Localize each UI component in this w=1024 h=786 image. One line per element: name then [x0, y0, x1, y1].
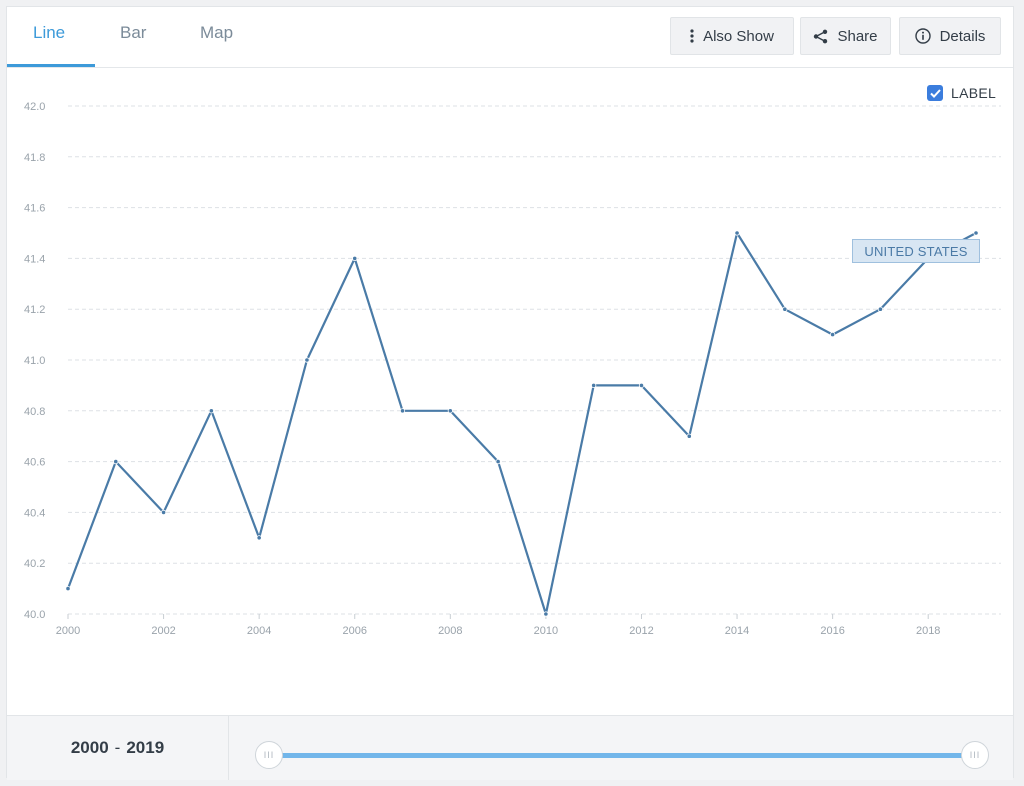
- data-point: [447, 408, 453, 414]
- x-tick-label: 2010: [534, 625, 558, 637]
- x-tick-label: 2008: [438, 625, 462, 637]
- range-separator: -: [114, 738, 121, 757]
- data-point: [686, 433, 692, 439]
- data-point: [399, 408, 406, 414]
- checkmark-icon: [929, 88, 941, 98]
- label-toggle[interactable]: LABEL: [927, 85, 996, 101]
- x-tick-label: 2004: [247, 625, 271, 637]
- y-tick-label: 40.8: [24, 406, 45, 418]
- y-tick-label: 41.6: [24, 203, 45, 215]
- y-tick-label: 41.0: [24, 355, 45, 367]
- grip-icon: III: [263, 750, 275, 760]
- data-point: [160, 509, 167, 515]
- data-point: [782, 306, 788, 312]
- range-start: 2000: [70, 738, 109, 757]
- range-end: 2019: [126, 738, 165, 757]
- data-point: [591, 382, 597, 388]
- data-point: [830, 331, 836, 338]
- series-label-united-states: UNITED STATES: [852, 239, 980, 263]
- data-point: [65, 585, 71, 592]
- range-end-handle[interactable]: III: [961, 741, 989, 769]
- data-point: [256, 535, 262, 541]
- data-point: [877, 306, 884, 312]
- x-tick-label: 2006: [342, 625, 366, 637]
- also-show-label: Also Show: [703, 27, 774, 45]
- y-tick-label: 42.0: [24, 101, 45, 113]
- y-tick-label: 40.0: [24, 609, 45, 621]
- share-button[interactable]: Share: [800, 17, 891, 55]
- x-tick-label: 2016: [820, 625, 844, 637]
- active-tab-indicator: [7, 64, 95, 67]
- data-point: [973, 230, 979, 236]
- data-point: [543, 611, 549, 617]
- x-tick-label: 2002: [151, 625, 175, 637]
- x-tick-label: 2018: [916, 625, 940, 637]
- chart-panel: Line Bar Map Also Show Share Details: [6, 6, 1014, 780]
- chart-tabs: Line Bar Map Also Show Share Details: [7, 7, 1013, 68]
- x-tick-label: 2000: [56, 625, 80, 637]
- also-show-button[interactable]: Also Show: [670, 17, 794, 55]
- grip-icon: III: [969, 750, 981, 760]
- y-tick-label: 41.4: [24, 253, 45, 265]
- label-checkbox[interactable]: [927, 85, 943, 101]
- label-toggle-text: LABEL: [951, 85, 997, 101]
- tab-line[interactable]: Line: [33, 23, 66, 42]
- data-point: [638, 382, 645, 388]
- y-tick-label: 40.6: [24, 457, 45, 469]
- data-point: [352, 255, 358, 261]
- data-point: [495, 458, 501, 465]
- tab-bar[interactable]: Bar: [120, 23, 147, 42]
- x-tick-label: 2014: [725, 625, 749, 637]
- y-tick-label: 40.4: [24, 507, 45, 519]
- range-start-handle[interactable]: III: [255, 741, 283, 769]
- line-chart: 40.0 40.2 40.4 40.6 40.8 41.0 41.2 41.4 41.6 41.8…: [24, 101, 1001, 637]
- data-point: [304, 357, 310, 363]
- info-icon: [914, 28, 931, 44]
- data-point: [208, 408, 214, 414]
- share-label: Share: [837, 27, 878, 45]
- tab-map[interactable]: Map: [200, 23, 234, 42]
- y-tick-label: 41.2: [24, 304, 45, 316]
- share-icon: [814, 29, 828, 43]
- year-range-display: 2000 - 2019: [7, 716, 229, 780]
- data-point: [734, 230, 740, 236]
- details-label: Details: [939, 27, 986, 45]
- series-line: [66, 231, 977, 616]
- y-tick-label: 40.2: [24, 558, 45, 570]
- range-footer: 2000 - 2019 III III: [7, 715, 1013, 780]
- x-tick-label: 2012: [629, 625, 653, 637]
- more-vertical-icon: [690, 29, 694, 43]
- details-button[interactable]: Details: [899, 17, 1001, 55]
- data-point: [113, 458, 119, 465]
- y-tick-label: 41.8: [24, 152, 45, 164]
- range-slider-track[interactable]: [269, 753, 975, 758]
